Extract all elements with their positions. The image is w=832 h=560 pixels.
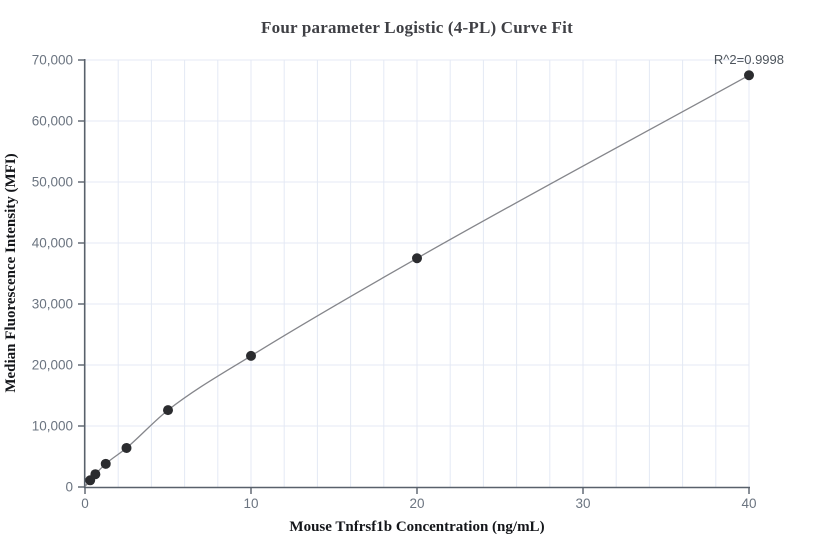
data-point [100,458,111,469]
data-point [246,350,256,361]
x-axis-label: Mouse Tnfrsf1b Concentration (ng/mL) [289,519,545,535]
x-tick-label: 30 [575,496,590,511]
data-point [121,442,132,453]
chart-title: Four parameter Logistic (4-PL) Curve Fit [261,18,573,37]
data-point [412,253,422,264]
x-tick-label: 40 [741,496,756,511]
y-tick-label: 60,000 [32,114,73,129]
y-tick-label: 0 [65,480,73,495]
x-tick-label: 10 [243,496,258,511]
x-tick-label: 20 [409,496,424,511]
r-squared-annotation: R^2=0.9998 [713,52,784,67]
y-tick-label: 10,000 [32,419,73,434]
data-point [744,70,754,81]
y-axis-label: Median Fluorescence Intensity (MFI) [3,153,19,393]
data-point [90,469,101,480]
y-tick-label: 20,000 [32,358,73,373]
x-tick-label: 0 [81,496,89,511]
y-tick-label: 50,000 [32,175,73,190]
y-tick-label: 70,000 [32,53,73,68]
data-point [163,405,173,416]
y-tick-label: 30,000 [32,297,73,312]
y-tick-label: 40,000 [32,236,73,251]
